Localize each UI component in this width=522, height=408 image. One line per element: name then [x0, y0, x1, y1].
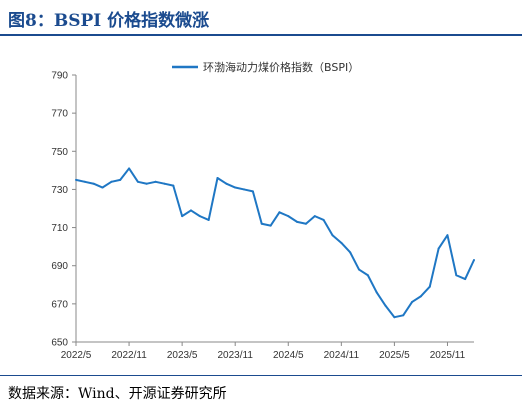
data-point: [251, 190, 254, 193]
data-point: [83, 180, 86, 183]
data-points: [75, 167, 475, 319]
data-point: [207, 218, 210, 221]
y-tick-label: 770: [51, 109, 68, 120]
data-point: [322, 218, 325, 221]
data-point: [313, 215, 316, 218]
data-point: [455, 274, 458, 277]
data-point: [92, 182, 95, 185]
data-point: [145, 182, 148, 185]
data-point: [119, 178, 122, 181]
x-tick-label: 2024/5: [273, 350, 304, 361]
data-point: [428, 285, 431, 288]
data-point: [136, 180, 139, 183]
data-point: [296, 220, 299, 223]
data-point: [446, 234, 449, 237]
data-point: [358, 268, 361, 271]
data-point: [163, 182, 166, 185]
data-point: [464, 278, 467, 281]
data-point: [375, 291, 378, 294]
source-note: 数据来源：Wind、开源证券研究所: [8, 386, 227, 402]
title-divider: [0, 34, 522, 36]
x-tick-label: 2023/11: [217, 350, 253, 361]
y-tick-label: 690: [51, 261, 68, 272]
x-tick-label: 2025/11: [430, 350, 466, 361]
data-point: [181, 215, 184, 218]
data-point: [402, 314, 405, 317]
y-tick-label: 710: [51, 223, 68, 234]
data-point: [172, 184, 175, 187]
data-point: [260, 222, 263, 225]
data-point: [384, 304, 387, 307]
chart-legend: 环渤海动力煤价格指数（BSPI）: [172, 60, 359, 74]
data-point: [101, 186, 104, 189]
y-tick-label: 750: [51, 147, 68, 158]
y-tick-label: 670: [51, 299, 68, 310]
data-point: [198, 215, 201, 218]
data-point: [154, 180, 157, 183]
x-tick-label: 2022/5: [61, 350, 92, 361]
bspi-series-line: [75, 167, 475, 319]
data-point: [278, 211, 281, 214]
data-point: [393, 316, 396, 319]
data-point: [225, 182, 228, 185]
data-point: [349, 251, 352, 254]
data-point: [269, 224, 272, 227]
legend-label: 环渤海动力煤价格指数（BSPI）: [203, 60, 359, 74]
data-point: [366, 274, 369, 277]
source-divider: [0, 375, 522, 376]
y-tick-labels: 650 670 690 710 730 750 770 790: [51, 71, 76, 349]
data-point: [234, 186, 237, 189]
data-point: [473, 258, 475, 261]
data-point: [411, 300, 414, 303]
y-tick-label: 730: [51, 185, 68, 196]
data-point: [287, 215, 290, 218]
x-tick-label: 2022/11: [111, 350, 147, 361]
y-tick-label: 790: [51, 71, 68, 82]
data-point: [340, 241, 343, 244]
bspi-line-chart: 环渤海动力煤价格指数（BSPI） 650 670 690 710 730 750 770 79…: [51, 60, 475, 361]
data-point: [216, 176, 219, 179]
data-point: [128, 167, 131, 170]
x-tick-label: 2023/5: [167, 350, 198, 361]
data-point: [110, 180, 113, 183]
x-tick-labels: 2022/5 2022/11 2023/5 2023/11 2024/5 2024/11 2…: [61, 342, 466, 361]
data-point: [243, 188, 246, 191]
data-point: [304, 222, 307, 225]
data-point: [75, 178, 77, 181]
data-point: [189, 209, 192, 212]
data-point: [437, 247, 440, 250]
y-tick-label: 650: [51, 338, 68, 349]
data-point: [331, 234, 334, 237]
data-point: [419, 295, 422, 298]
x-tick-label: 2025/5: [379, 350, 410, 361]
figure-title: 图8：BSPI 价格指数微涨: [8, 11, 210, 31]
x-tick-label: 2024/11: [324, 350, 360, 361]
